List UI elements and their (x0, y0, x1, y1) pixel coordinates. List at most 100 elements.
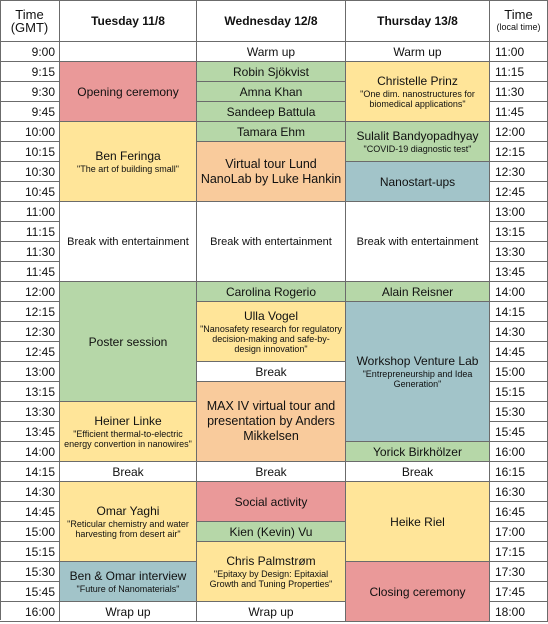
header-day-label: Tuesday 11/8 (91, 13, 165, 28)
gmt-time-label: 12:30 (24, 324, 55, 339)
event-title: Break (255, 364, 287, 379)
local-time-label: 17:30 (495, 564, 526, 579)
event-title: Closing ceremony (369, 584, 466, 599)
schedule-event: Heike Riel (346, 482, 490, 562)
event-title: Virtual tour Lund NanoLab by Luke Hankin (200, 156, 342, 186)
schedule-event: Heiner Linke "Efficient thermal-to-electr… (60, 402, 197, 462)
local-time-cell: 17:00 (490, 522, 548, 542)
schedule-event: Break with entertainment (60, 202, 197, 282)
schedule-event: Social activity (197, 482, 346, 522)
gmt-time-cell: 9:45 (0, 102, 60, 122)
schedule-event: Alain Reisner (346, 282, 490, 302)
schedule-event: Virtual tour Lund NanoLab by Luke Hankin (197, 142, 346, 202)
event-title: Heiner Linke (94, 414, 162, 428)
local-time-cell: 14:00 (490, 282, 548, 302)
gmt-time-label: 10:15 (24, 144, 55, 159)
event-title: Sandeep Battula (226, 104, 316, 119)
event-title: Wrap up (105, 604, 151, 619)
gmt-time-label: 12:00 (24, 284, 55, 299)
gmt-time-cell: 16:00 (0, 602, 60, 622)
schedule-event: Warm up (197, 42, 346, 62)
event-subtitle: "Reticular chemistry and water harvestin… (67, 519, 189, 539)
schedule-event: Closing ceremony (346, 562, 490, 622)
header-gmt: Time (GMT) (0, 0, 60, 42)
local-time-label: 15:45 (495, 424, 526, 439)
local-time-label: 12:15 (495, 144, 526, 159)
event-subtitle: "Efficient thermal-to-electric energy co… (64, 429, 192, 449)
gmt-time-label: 9:45 (31, 104, 55, 119)
gmt-time-label: 13:45 (24, 424, 55, 439)
event-title: Sulalit Bandyopadhyay (356, 129, 479, 143)
local-time-label: 13:15 (495, 224, 526, 239)
schedule-event: Nanostart-ups (346, 162, 490, 202)
event-title: Nanostart-ups (379, 174, 456, 189)
event-title: Omar Yaghi (96, 504, 160, 518)
local-time-cell: 15:45 (490, 422, 548, 442)
local-time-cell: 13:00 (490, 202, 548, 222)
event-subtitle: "One dim. nanostructures for biomedical … (360, 89, 475, 109)
gmt-time-label: 10:00 (24, 124, 55, 139)
event-title: Warm up (246, 44, 296, 59)
local-time-cell: 17:15 (490, 542, 548, 562)
schedule-event: Break with entertainment (346, 202, 490, 282)
gmt-time-label: 11:30 (25, 244, 55, 259)
schedule-event: Omar Yaghi "Reticular chemistry and water… (60, 482, 197, 562)
event-subtitle: "Future of Nanomaterials" (76, 584, 180, 594)
schedule-event: Break (197, 462, 346, 482)
schedule-event: Break (60, 462, 197, 482)
gmt-time-cell: 12:30 (0, 322, 60, 342)
event-title: Kien (Kevin) Vu (229, 524, 313, 539)
gmt-time-label: 9:15 (31, 64, 55, 79)
schedule-event: Sulalit Bandyopadhyay "COVID-19 diagnosti… (346, 122, 490, 162)
local-time-cell: 14:15 (490, 302, 548, 322)
schedule-event: Christelle Prinz "One dim. nanostructures… (346, 62, 490, 122)
header-day-thursday: Thursday 13/8 (346, 0, 490, 42)
gmt-time-label: 13:30 (24, 404, 55, 419)
event-title: MAX IV virtual tour and presentation by … (206, 399, 336, 443)
gmt-time-cell: 10:30 (0, 162, 60, 182)
gmt-time-cell: 11:30 (0, 242, 60, 262)
gmt-time-label: 11:15 (25, 224, 55, 239)
local-time-label: 12:45 (495, 184, 526, 199)
event-title: Yorick Birkhölzer (373, 444, 462, 459)
schedule-event: Opening ceremony (60, 62, 197, 122)
local-time-label: 14:00 (495, 284, 526, 299)
gmt-time-label: 13:00 (24, 364, 55, 379)
local-time-label: 15:00 (495, 364, 526, 379)
event-title: Break with entertainment (210, 235, 332, 248)
header-local-title: Time (504, 6, 533, 22)
schedule-event: Poster session (60, 282, 197, 402)
local-time-label: 13:30 (495, 244, 526, 259)
gmt-time-label: 14:15 (24, 464, 55, 479)
schedule-event: Amna Khan (197, 82, 346, 102)
local-time-label: 11:30 (495, 84, 525, 99)
event-title: Chris Palmstrøm (226, 554, 316, 568)
gmt-time-label: 14:30 (24, 484, 55, 499)
local-time-label: 11:15 (495, 64, 525, 79)
local-time-cell: 15:15 (490, 382, 548, 402)
local-time-label: 14:15 (495, 304, 526, 319)
event-subtitle: "The art of building small" (77, 164, 179, 174)
event-subtitle: "Epitaxy by Design: Epitaxial Growth and… (209, 569, 333, 589)
gmt-time-label: 9:00 (31, 44, 55, 59)
schedule-event: Tamara Ehm (197, 122, 346, 142)
local-time-label: 12:30 (495, 164, 526, 179)
local-time-label: 16:45 (495, 504, 526, 519)
gmt-time-cell: 13:30 (0, 402, 60, 422)
local-time-label: 12:00 (495, 124, 526, 139)
local-time-cell: 14:45 (490, 342, 548, 362)
local-time-cell: 11:15 (490, 62, 548, 82)
local-time-cell: 16:15 (490, 462, 548, 482)
local-time-cell: 18:00 (490, 602, 548, 622)
event-title: Amna Khan (239, 84, 303, 99)
event-title: Carolina Rogerio (225, 284, 317, 299)
local-time-cell: 12:00 (490, 122, 548, 142)
schedule-event: Yorick Birkhölzer (346, 442, 490, 462)
event-subtitle: "Entrepreneurship and Idea Generation" (362, 369, 473, 389)
event-title: Break (112, 464, 144, 479)
local-time-cell: 11:45 (490, 102, 548, 122)
gmt-time-label: 15:30 (24, 564, 55, 579)
schedule-event: Robin Sjökvist (197, 62, 346, 82)
event-title: Ben Feringa (95, 149, 161, 163)
event-title: Warm up (393, 44, 442, 59)
